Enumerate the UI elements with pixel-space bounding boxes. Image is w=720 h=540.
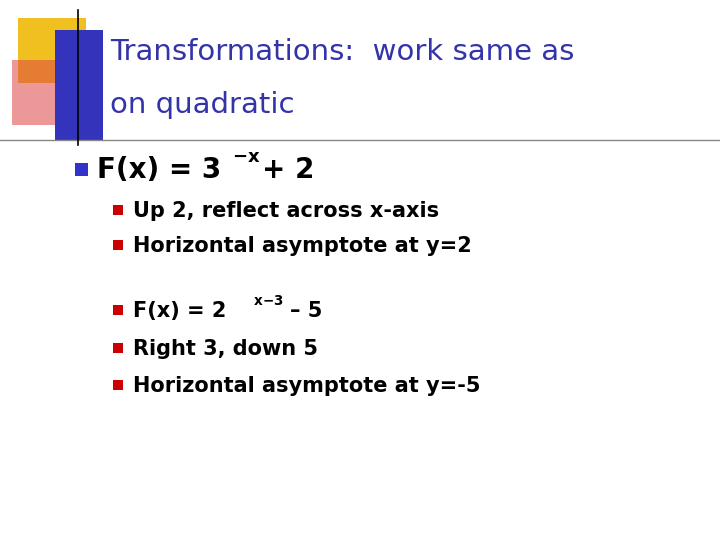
Text: + 2: + 2 <box>262 156 315 184</box>
Text: F(x) = 2: F(x) = 2 <box>133 301 226 321</box>
FancyBboxPatch shape <box>113 205 123 215</box>
FancyBboxPatch shape <box>113 240 123 250</box>
Text: Up 2, reflect across x-axis: Up 2, reflect across x-axis <box>133 201 439 221</box>
Text: $\mathregular{-x}$: $\mathregular{-x}$ <box>232 148 261 166</box>
FancyBboxPatch shape <box>55 30 103 140</box>
Text: F(x) = 3: F(x) = 3 <box>97 156 221 184</box>
Text: – 5: – 5 <box>290 301 323 321</box>
FancyBboxPatch shape <box>75 163 88 176</box>
FancyBboxPatch shape <box>12 60 84 125</box>
FancyBboxPatch shape <box>113 343 123 353</box>
FancyBboxPatch shape <box>113 380 123 390</box>
Text: $\mathregular{x\!-\!3}$: $\mathregular{x\!-\!3}$ <box>253 294 284 308</box>
Text: Horizontal asymptote at y=-5: Horizontal asymptote at y=-5 <box>133 376 480 396</box>
Text: Horizontal asymptote at y=2: Horizontal asymptote at y=2 <box>133 236 472 256</box>
Text: Transformations:  work same as: Transformations: work same as <box>110 38 575 66</box>
FancyBboxPatch shape <box>18 18 86 83</box>
FancyBboxPatch shape <box>113 305 123 315</box>
Text: Right 3, down 5: Right 3, down 5 <box>133 339 318 359</box>
Text: on quadratic: on quadratic <box>110 91 294 119</box>
